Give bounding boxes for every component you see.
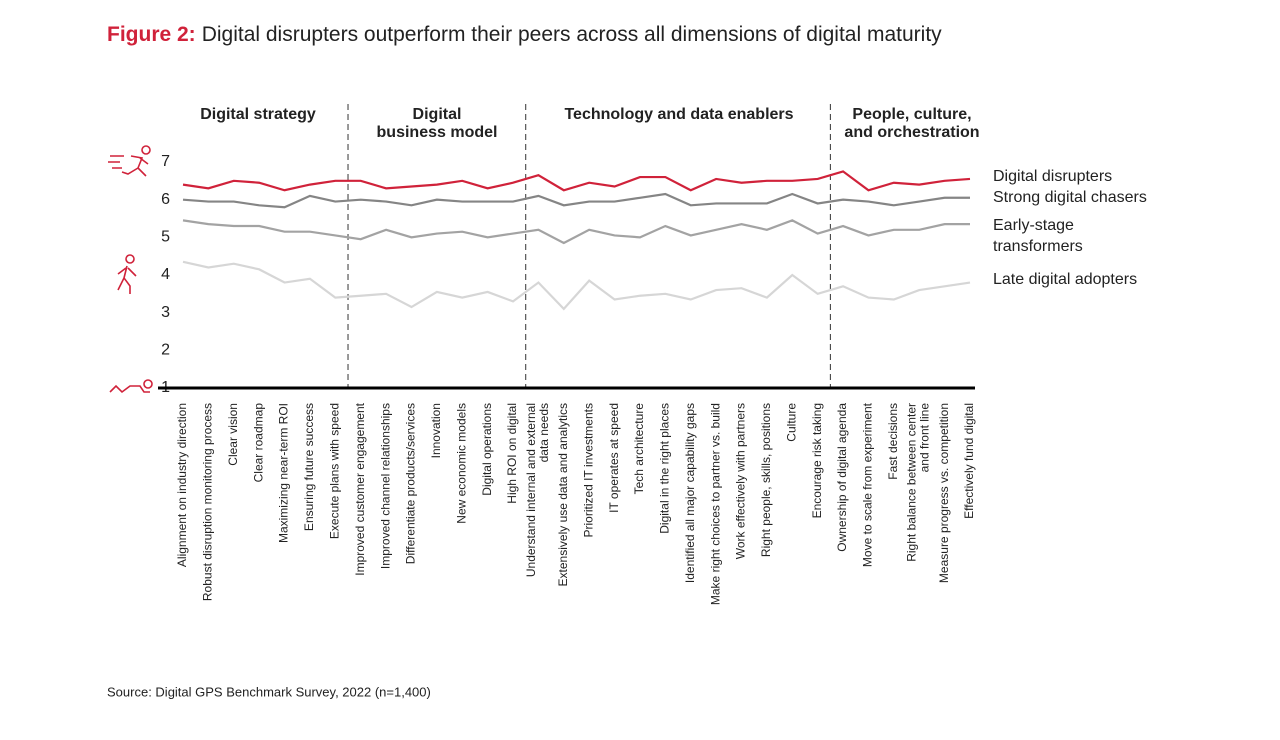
x-tick-label: Improved channel relationships [378,403,392,569]
x-tick-label: Improved customer engagement [353,402,367,575]
x-tick-label: IT operates at speed [607,403,621,513]
y-tick-label: 7 [161,153,170,170]
x-tick-label: Understand internal and externaldata nee… [524,403,551,577]
series-line [182,260,971,311]
x-tick-label: Ownership of digital agenda [835,403,849,552]
figure-label: Figure 2: [107,23,196,46]
x-tick-label: Clear roadmap [251,403,265,483]
x-tick-label: Differentiate products/services [404,403,418,564]
legend-label: Late digital adopters [993,271,1137,288]
x-tick-label: Encourage risk taking [810,403,824,518]
x-tick-label: New economic models [454,403,468,524]
x-tick-label: Culture [784,403,798,442]
x-tick-label: Digital in the right places [658,403,672,534]
x-tick-label: Measure progress vs. competition [937,403,951,583]
x-tick-label: High ROI on digital [505,403,519,504]
x-tick-label: Effectively fund digital [962,403,976,519]
series-line [182,219,970,245]
icons [108,145,153,394]
x-tick-label: Clear vision [226,403,240,466]
x-tick-label: Alignment on industry direction [175,403,189,567]
x-tick-label: Identified all major capability gaps [683,403,697,583]
x-tick-label: Innovation [429,403,443,458]
y-tick-label: 3 [161,304,170,321]
source-note: Source: Digital GPS Benchmark Survey, 20… [107,684,431,699]
x-tick-label: Execute plans with speed [327,403,341,539]
x-tick-label: Extensively use data and analytics [556,403,570,586]
series-line [182,170,971,192]
legend-label: Early-stage transformers [993,217,1083,255]
crawler-icon [109,379,153,394]
group-label: Digital business model [377,106,498,141]
title-text: Digital disrupters outperform their peer… [202,23,942,46]
group-label: Technology and data enablers [564,106,793,123]
y-tick-label: 6 [161,191,170,208]
x-tick-label: Right balance between centerand front li… [905,403,932,562]
x-tick-label: Tech architecture [632,403,646,495]
walker-icon [117,254,137,294]
x-tick-label: Maximizing near-term ROI [277,403,291,543]
x-tick-label: Make right choices to partner vs. build [708,403,722,605]
x-tick-label: Digital operations [480,403,494,496]
legend-label: Digital disrupters [993,168,1112,185]
y-tick-label: 5 [161,229,170,246]
x-tick-label: Work effectively with partners [734,403,748,559]
x-tick-label: Prioritized IT investments [581,403,595,538]
y-tick-label: 2 [161,342,170,359]
x-tick-label: Ensuring future success [302,403,316,531]
group-label: People, culture, and orchestration [844,106,979,141]
x-tick-label: Move to scale from experiment [861,402,875,567]
series-line [182,192,970,209]
x-tick-label: Right people, skills, positions [759,403,773,557]
x-tick-label: Fast decisions [886,403,900,480]
legend-label: Strong digital chasers [993,189,1147,206]
chart-title: Figure 2: Digital disrupters outperform t… [107,23,942,46]
runner-icon [108,145,151,177]
group-label: Digital strategy [200,106,316,123]
x-tick-label: Robust disruption monitoring process [201,403,215,601]
y-tick-label: 4 [161,266,170,283]
